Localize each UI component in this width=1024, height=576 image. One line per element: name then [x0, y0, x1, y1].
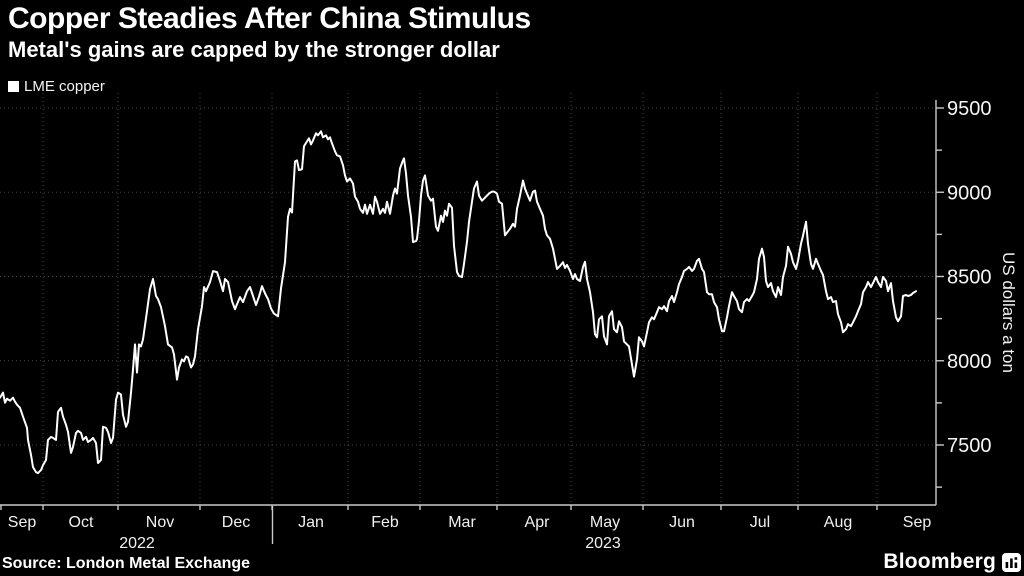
x-tick-label: Aug — [824, 514, 852, 531]
x-tick-label: Jul — [750, 514, 770, 531]
legend: LME copper — [8, 78, 105, 95]
y-tick-label: 9000 — [947, 182, 992, 204]
x-tick-label: Sep — [903, 514, 932, 531]
x-tick-label: Dec — [222, 514, 250, 531]
legend-swatch-icon — [8, 81, 19, 92]
x-tick-label: Oct — [69, 514, 94, 531]
y-axis-title: US dollars a ton — [999, 251, 1018, 373]
x-tick-label: Jan — [298, 514, 324, 531]
bloomberg-chart-icon — [1002, 552, 1021, 572]
chart-title: Copper Steadies After China Stimulus — [8, 2, 531, 35]
x-tick-label: Jun — [669, 514, 695, 531]
x-tick-label: Feb — [371, 514, 399, 531]
x-tick-label: Nov — [146, 514, 174, 531]
x-tick-label: May — [590, 514, 620, 531]
source-credit: Source: London Metal Exchange — [2, 555, 251, 572]
x-tick-label: Mar — [448, 514, 476, 531]
y-tick-label: 8500 — [947, 267, 992, 289]
bloomberg-branding: Bloomberg — [883, 550, 1021, 574]
legend-label: LME copper — [24, 78, 105, 95]
y-tick-label: 9500 — [947, 98, 992, 120]
x-tick-label: Apr — [525, 514, 551, 531]
bloomberg-wordmark: Bloomberg — [883, 550, 996, 573]
year-label: 2022 — [119, 535, 155, 552]
y-tick-label: 7500 — [947, 435, 992, 457]
price-line — [0, 130, 917, 475]
year-label: 2023 — [585, 535, 621, 552]
x-tick-label: Sep — [8, 514, 37, 531]
chart-subtitle: Metal's gains are capped by the stronger… — [8, 37, 500, 62]
y-tick-label: 8000 — [947, 351, 992, 373]
